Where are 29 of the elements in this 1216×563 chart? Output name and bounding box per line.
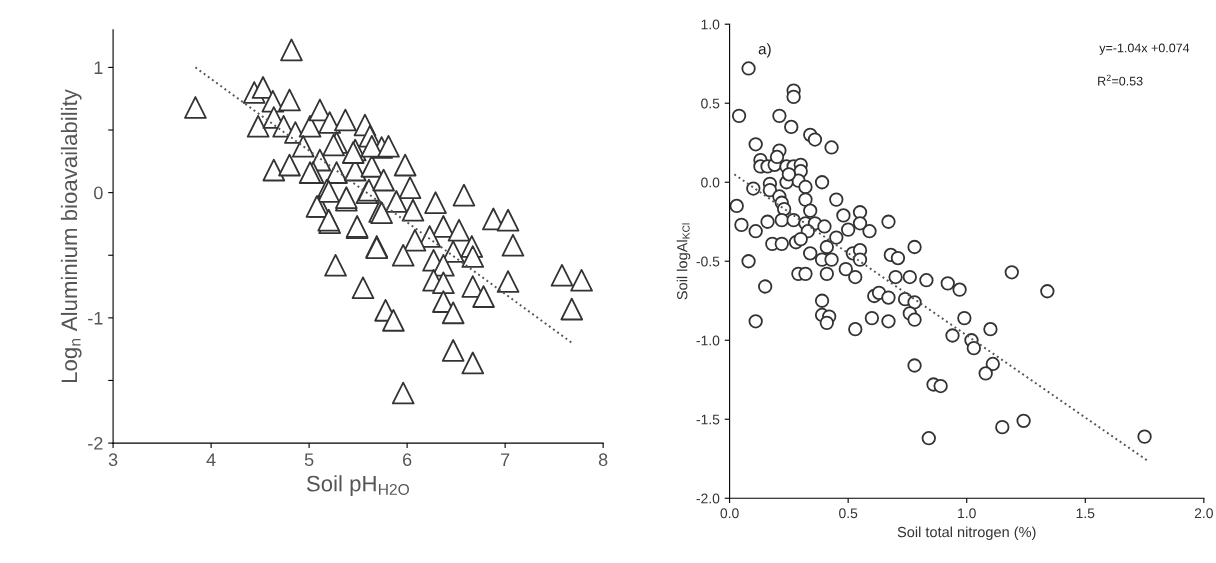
y-tick-label: -0.5 — [696, 256, 720, 267]
x-tick-label: 3 — [108, 453, 118, 467]
y-tick-label: 0.5 — [701, 98, 720, 109]
y-tick-label: -2 — [88, 437, 103, 450]
y-tick-label: 0 — [94, 186, 103, 200]
x-tick-label: 0.0 — [720, 508, 739, 519]
x-tick-label: 1.5 — [1076, 508, 1095, 519]
y-tick-label: 0.0 — [701, 177, 720, 188]
annotation: y=-1.04x +0.074 — [1099, 43, 1190, 55]
y-axis-title: Soil logAl$_{KCl}$ — [676, 223, 691, 300]
x-axis-title: Soil total nitrogen (%) — [897, 526, 1036, 541]
annotation: a) — [758, 43, 771, 58]
y-axis-title: Log$_{n}$ Aluminium bioavailability — [60, 89, 82, 383]
y-tick-label: 1 — [94, 61, 103, 74]
x-tick-label: 7 — [501, 453, 510, 466]
x-tick-label: 6 — [403, 453, 412, 467]
x-tick-label: 5 — [304, 453, 314, 467]
x-tick-label: 8 — [598, 453, 608, 467]
y-tick-label: -1.0 — [696, 335, 720, 346]
x-tick-label: 2.0 — [1194, 508, 1213, 519]
x-axis-title: Soil pH$_{H2O}$ — [306, 475, 409, 496]
y-tick-label: -1.5 — [696, 414, 720, 425]
y-tick-label: 1.0 — [701, 19, 720, 30]
y-tick-label: -1 — [88, 311, 103, 325]
x-tick-label: 0.5 — [839, 508, 858, 519]
x-tick-label: 4 — [206, 453, 216, 466]
y-tick-label: -2.0 — [696, 493, 720, 504]
annotation: R$^{2}$=0.53 — [1098, 74, 1143, 86]
x-tick-label: 1.0 — [958, 508, 976, 519]
